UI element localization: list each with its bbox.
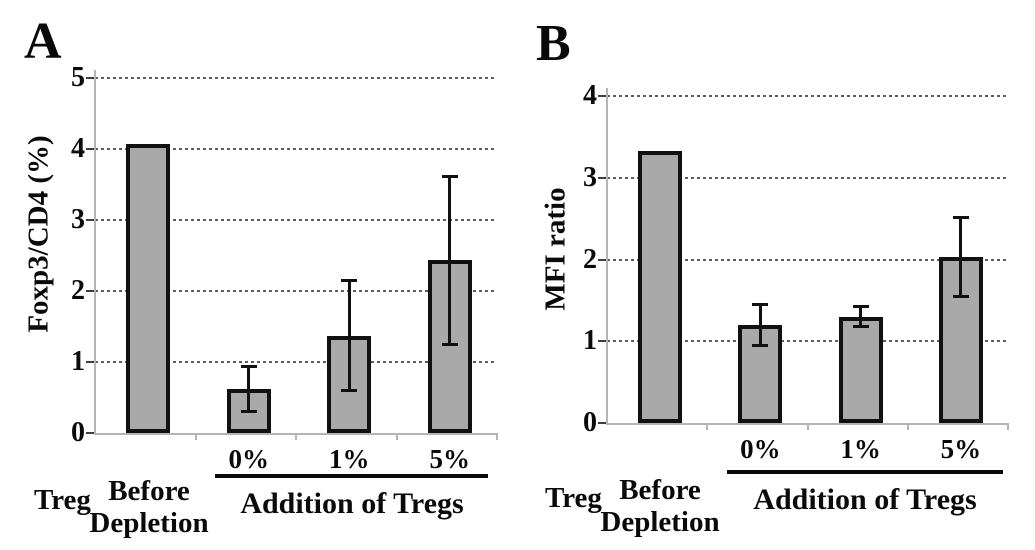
error-bar-cap-bottom-1% [852,325,869,329]
error-bar-cap-bottom-5% [952,295,969,299]
error-bar-line-5% [959,216,963,298]
y-axis-line [606,88,608,424]
y-tick-0 [86,432,95,434]
error-bar-line-0% [247,365,251,413]
panel-b-letter: B [536,15,571,72]
y-tick-label-0: 0 [583,407,597,438]
x-tick-4 [496,435,498,440]
error-bar-line-1% [859,306,863,328]
x-tick-label-0%: 0% [228,444,270,474]
gridline-y4 [607,95,1008,97]
panel-a-letter: A [24,13,62,70]
panel-a-group-underline [215,474,488,478]
x-tick-label-1%: 1% [329,444,370,474]
error-bar-cap-top-5% [441,174,458,178]
x-tick-4 [1007,425,1009,430]
y-tick-4 [86,148,95,150]
error-bar-cap-top-1% [341,279,358,283]
error-bar-line-5% [448,175,452,345]
y-tick-4 [598,95,607,97]
gridline-y5 [95,77,497,79]
y-tick-2 [86,290,95,292]
bar-1% [838,316,883,423]
panel-b-row-label: Treg [545,482,602,514]
error-bar-cap-top-0% [752,302,769,306]
panel-b-group-label: Addition of Tregs [753,483,977,516]
gridline-y3 [95,219,497,221]
bar-0% [226,388,271,433]
error-bar-cap-top-0% [240,364,257,368]
y-tick-3 [598,176,607,179]
error-bar-cap-top-5% [952,215,969,219]
error-bar-cap-bottom-5% [441,342,458,346]
error-bar-cap-bottom-1% [341,389,358,393]
y-tick-5 [86,77,95,79]
panel-a-group-label: Addition of Tregs [240,487,464,520]
x-tick-label-5%: 5% [429,444,471,474]
y-axis-line [94,70,96,434]
panel-b-group-underline [727,470,1003,474]
x-tick-3 [395,435,398,440]
x-tick-2 [806,425,809,430]
gridline-y1 [607,340,1008,343]
y-tick-2 [598,258,607,261]
y-tick-label-3: 3 [71,204,85,235]
x-tick-label-5%: 5% [940,434,982,464]
x-tick-3 [906,425,909,430]
y-tick-0 [598,422,607,424]
y-tick-label-1: 1 [583,325,597,357]
bar-5% [938,257,983,423]
gridline-y2 [607,258,1008,261]
error-bar-line-1% [347,280,351,392]
y-tick-1 [86,361,95,363]
panel-b-y-axis-title: MFI ratio [539,187,572,311]
y-tick-label-5: 5 [71,62,85,93]
y-tick-label-4: 4 [71,133,85,164]
y-tick-label-0: 0 [71,417,85,448]
panel-a-row-label: Treg [34,484,91,516]
bar-0% [738,324,783,423]
y-tick-label-3: 3 [583,161,597,193]
y-tick-label-4: 4 [583,80,597,111]
error-bar-line-0% [758,303,762,347]
bar-Before Depletion [126,144,171,433]
gridline-y1 [95,361,497,363]
y-tick-label-2: 2 [583,243,597,275]
y-tick-1 [598,340,607,343]
y-tick-3 [86,219,95,221]
x-axis-line [606,423,1009,425]
error-bar-cap-bottom-0% [240,410,257,414]
x-tick-label-1%: 1% [840,434,881,464]
bar-5% [427,260,472,433]
y-tick-label-2: 2 [71,275,85,306]
x-tick-label-0%: 0% [740,434,781,464]
x-axis-line [94,433,498,435]
x-tick-2 [295,435,297,440]
y-tick-label-1: 1 [71,346,85,377]
error-bar-cap-top-1% [852,305,869,309]
panel-b-before-depletion-label: Before Depletion [600,474,720,538]
gridline-y3 [607,176,1008,179]
panel-a-y-axis-title: Foxp3/CD4 (%) [22,135,55,333]
bar-1% [327,335,372,433]
panel-a-before-depletion-label: Before Depletion [89,475,209,539]
error-bar-cap-bottom-0% [752,344,769,348]
x-tick-1 [194,435,197,440]
x-tick-1 [706,425,709,430]
bar-Before Depletion [638,150,683,423]
gridline-y4 [95,148,497,150]
gridline-y2 [95,290,497,292]
